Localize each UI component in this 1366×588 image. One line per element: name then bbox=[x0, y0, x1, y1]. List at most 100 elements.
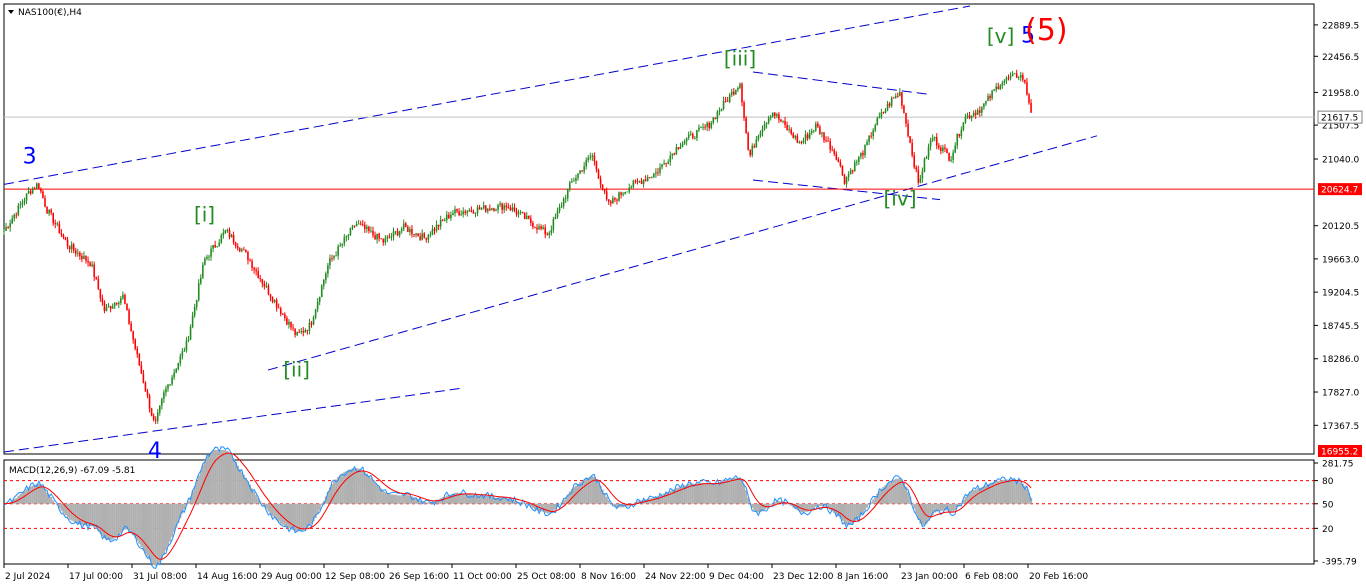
macd-histogram-bar bbox=[587, 477, 590, 504]
candle-body bbox=[624, 191, 626, 194]
candle-body bbox=[638, 181, 641, 182]
candle-body bbox=[126, 303, 128, 310]
y-tick-label: 17367.5 bbox=[1322, 422, 1359, 432]
candle-body bbox=[460, 214, 462, 216]
candle-body bbox=[847, 174, 850, 177]
candle-body bbox=[601, 184, 604, 190]
candle-body bbox=[372, 230, 374, 236]
macd-histogram-bar bbox=[454, 492, 457, 504]
macd-histogram-bar bbox=[249, 484, 252, 504]
macd-histogram-bar bbox=[427, 502, 430, 504]
candle-body bbox=[257, 271, 259, 279]
macd-histogram-bar bbox=[283, 503, 286, 527]
macd-histogram-bar bbox=[148, 503, 151, 560]
candle-body bbox=[497, 204, 499, 210]
macd-histogram-bar bbox=[939, 503, 942, 512]
macd-histogram-bar bbox=[273, 503, 276, 519]
candle-body bbox=[923, 158, 926, 172]
candle-body bbox=[15, 214, 18, 216]
macd-histogram-bar bbox=[650, 498, 653, 504]
macd-histogram-bar bbox=[119, 503, 122, 534]
candle-body bbox=[962, 122, 965, 130]
candle-body bbox=[817, 123, 819, 127]
x-tick-label: 6 Feb 08:00 bbox=[965, 572, 1019, 582]
dropdown-triangle-icon[interactable] bbox=[8, 10, 14, 14]
candle-body bbox=[87, 260, 89, 263]
low-price-label: 16955.2 bbox=[1321, 448, 1358, 458]
macd-histogram-bar bbox=[435, 500, 438, 504]
candle-body bbox=[306, 330, 309, 331]
x-tick-label: 11 Oct 00:00 bbox=[453, 572, 512, 582]
candle-body bbox=[1020, 75, 1022, 78]
macd-histogram-bar bbox=[562, 499, 565, 504]
candle-body bbox=[655, 172, 657, 174]
candle-body bbox=[1017, 77, 1020, 79]
macd-histogram-bar bbox=[140, 503, 143, 548]
candle-body bbox=[952, 152, 954, 160]
candle-body bbox=[111, 306, 114, 309]
macd-histogram-bar bbox=[757, 503, 760, 513]
candle-body bbox=[911, 142, 913, 156]
candle-body bbox=[443, 220, 446, 221]
macd-histogram-bar bbox=[304, 503, 307, 530]
macd-histogram-bar bbox=[191, 491, 194, 504]
candle-body bbox=[708, 122, 710, 128]
candle-body bbox=[89, 262, 91, 267]
macd-histogram-bar bbox=[995, 480, 998, 504]
macd-histogram-bar bbox=[919, 503, 922, 524]
candle-body bbox=[109, 306, 112, 309]
candle-body bbox=[390, 236, 393, 238]
candle-body bbox=[722, 100, 725, 109]
candle-body bbox=[634, 180, 637, 182]
candle-body bbox=[689, 133, 692, 135]
macd-histogram-bar bbox=[281, 503, 284, 525]
macd-histogram-bar bbox=[29, 486, 32, 504]
macd-histogram-bar bbox=[386, 492, 389, 504]
macd-histogram-bar bbox=[134, 503, 137, 539]
macd-histogram-bar bbox=[464, 493, 467, 504]
candle-body bbox=[835, 153, 838, 160]
candle-body bbox=[491, 208, 493, 210]
candle-body bbox=[368, 226, 370, 232]
macd-histogram-bar bbox=[861, 503, 865, 514]
candle-body bbox=[507, 207, 510, 209]
candle-body bbox=[657, 172, 659, 174]
candle-body bbox=[556, 211, 559, 217]
candle-body bbox=[230, 234, 233, 238]
candle-body bbox=[218, 242, 221, 247]
y-tick-label: 20120.5 bbox=[1322, 222, 1359, 232]
macd-histogram-bar bbox=[880, 488, 883, 504]
macd-histogram-bar bbox=[374, 482, 377, 504]
macd-histogram-bar bbox=[31, 485, 34, 504]
macd-histogram-bar bbox=[146, 503, 149, 557]
candle-body bbox=[866, 142, 868, 146]
candle-body bbox=[195, 300, 198, 307]
macd-histogram-bar bbox=[925, 503, 928, 524]
macd-histogram-bar bbox=[866, 503, 869, 508]
candle-body bbox=[423, 233, 426, 238]
candle-body bbox=[323, 280, 325, 286]
macd-tick-label: 281.75 bbox=[1322, 460, 1354, 470]
macd-histogram-bar bbox=[829, 503, 832, 511]
macd-histogram-bar bbox=[93, 503, 96, 528]
candle-body bbox=[495, 209, 497, 211]
macd-histogram-bar bbox=[503, 497, 506, 504]
macd-histogram-bar bbox=[183, 503, 186, 510]
candle-body bbox=[870, 135, 872, 137]
macd-histogram-bar bbox=[597, 482, 600, 504]
candle-body bbox=[357, 223, 360, 225]
candle-body bbox=[897, 95, 899, 97]
macd-histogram-bar bbox=[115, 503, 118, 538]
main-panel-frame bbox=[3, 3, 1315, 455]
candle-body bbox=[913, 155, 915, 168]
trend-channels bbox=[3, 5, 1098, 453]
candle-body bbox=[427, 235, 430, 240]
macd-histogram-bar bbox=[599, 485, 602, 504]
macd-histogram-bar bbox=[823, 503, 826, 507]
macd-histogram-bar bbox=[876, 493, 879, 504]
macd-histogram-bar bbox=[683, 485, 686, 504]
candle-body bbox=[169, 384, 171, 386]
candle-body bbox=[892, 97, 895, 99]
macd-histogram-bar bbox=[857, 503, 860, 518]
